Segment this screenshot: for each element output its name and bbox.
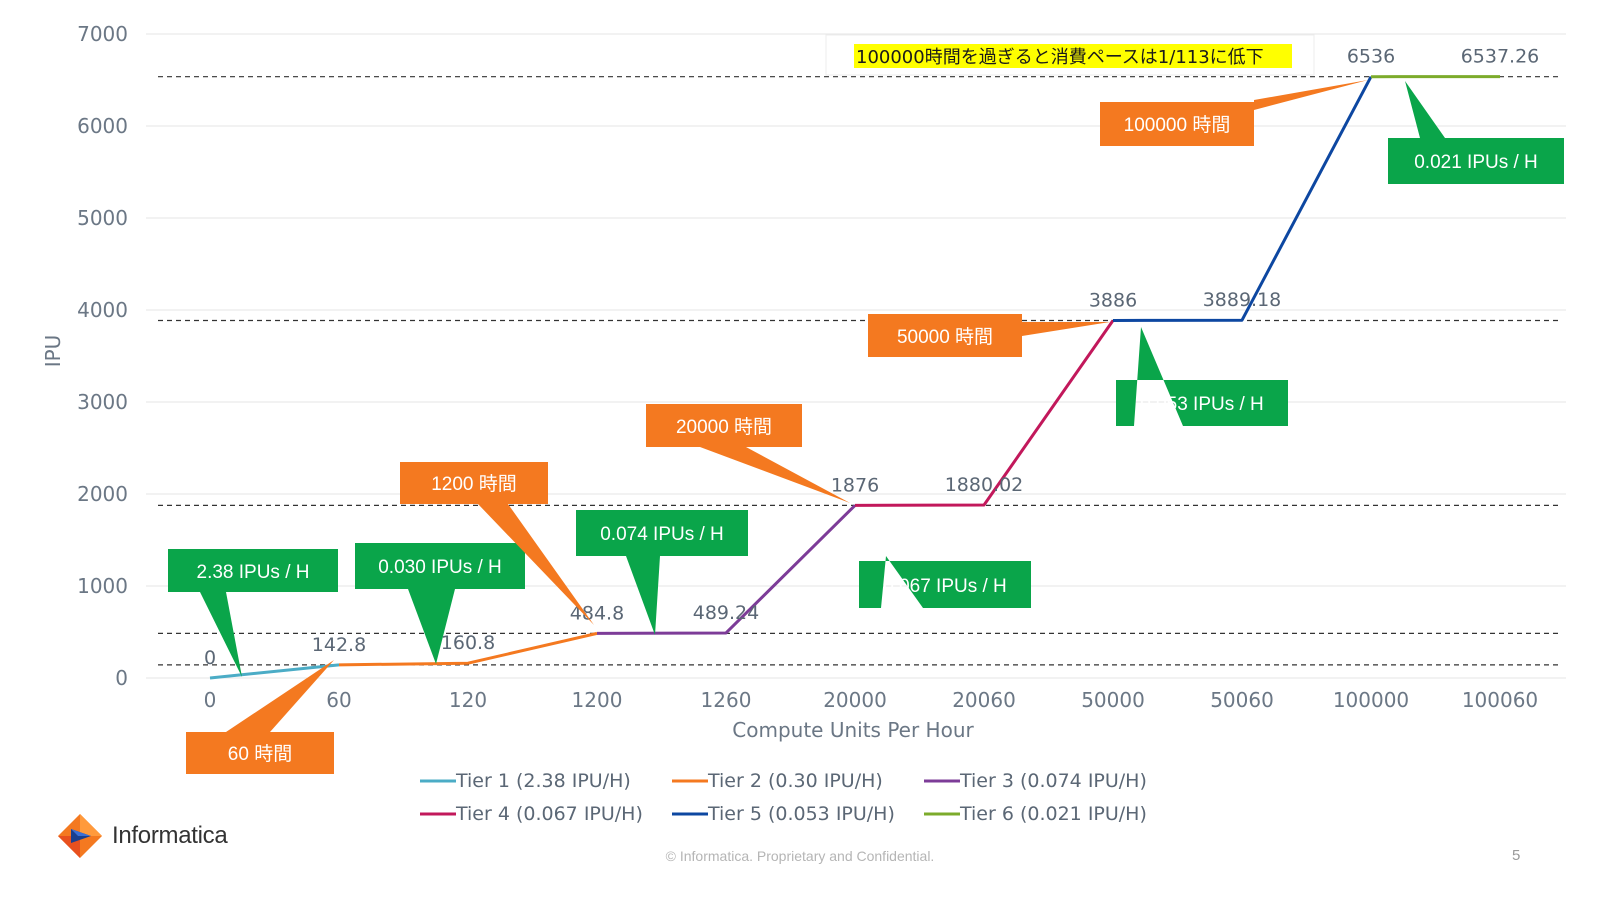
y-tick-label: 2000	[77, 482, 128, 506]
informatica-logo: Informatica	[56, 812, 228, 860]
data-label: 3889.18	[1203, 289, 1282, 311]
series-line	[1112, 75, 1373, 322]
x-tick-label: 100060	[1462, 688, 1538, 712]
y-tick-label: 0	[115, 666, 128, 690]
y-axis-ticks: 0 1000 2000 3000 4000 5000 6000 7000	[77, 22, 128, 690]
hour-callout-text: 50000 時間	[897, 326, 993, 348]
legend-label: Tier 6 (0.021 IPU/H)	[959, 803, 1147, 825]
x-tick-label: 1260	[701, 688, 752, 712]
x-tick-label: 60	[326, 688, 351, 712]
hour-callout-text: 20000 時間	[676, 416, 772, 438]
banner-highlight	[854, 44, 1292, 68]
data-label: 0	[204, 647, 216, 669]
series-line	[596, 504, 857, 635]
rate-callout-text: 0.067 IPUs / H	[883, 576, 1007, 597]
hour-callout-text: 60 時間	[228, 743, 292, 765]
data-label: 160.8	[441, 632, 495, 654]
data-label: 1880.02	[945, 474, 1024, 496]
legend-label: Tier 3 (0.074 IPU/H)	[959, 770, 1147, 792]
rate-callout-text: 2.38 IPUs / H	[197, 562, 310, 583]
hour-callout-text: 1200 時間	[431, 473, 517, 495]
y-axis-title: IPU	[41, 335, 65, 368]
legend-label: Tier 2 (0.30 IPU/H)	[707, 770, 883, 792]
x-axis-ticks: 0 60 120 1200 1260 20000 20060 50000 50060 100000…	[204, 688, 1539, 712]
rate-callout: 0.030 IPUs / H	[355, 543, 525, 664]
x-tick-label: 20000	[823, 688, 887, 712]
data-label: 489.24	[693, 602, 759, 624]
hour-callout: 50000 時間	[868, 314, 1110, 357]
rate-callout: 0.074 IPUs / H	[576, 510, 748, 635]
x-tick-label: 100000	[1333, 688, 1409, 712]
series-line	[209, 663, 340, 680]
data-label: 142.8	[312, 634, 366, 656]
banner-text: 100000時間を過ぎると消費ペースは1/113に低下	[856, 47, 1264, 68]
series-lines	[209, 75, 1501, 680]
logo-icon	[58, 814, 102, 858]
legend-label: Tier 1 (2.38 IPU/H)	[455, 770, 631, 792]
legend: Tier 1 (2.38 IPU/H) Tier 2 (0.30 IPU/H) Ti…	[420, 770, 1147, 825]
rate-callout: 0.067 IPUs / H	[859, 556, 1031, 608]
rate-callout: 0.053 IPUs / H	[1116, 327, 1288, 426]
rate-callout-text: 0.074 IPUs / H	[600, 524, 724, 545]
callouts: 2.38 IPUs / H 0.030 IPUs / H 0.074 IPUs …	[168, 80, 1564, 774]
x-tick-label: 0	[204, 688, 217, 712]
rate-callout-text: 0.021 IPUs / H	[1414, 152, 1538, 173]
y-tick-label: 1000	[77, 574, 128, 598]
x-tick-label: 120	[449, 688, 487, 712]
x-axis-title: Compute Units Per Hour	[732, 718, 974, 742]
legend-label: Tier 4 (0.067 IPU/H)	[455, 803, 643, 825]
hour-callout: 20000 時間	[646, 404, 850, 503]
copyright-footer: © Informatica. Proprietary and Confident…	[665, 848, 935, 864]
rate-callout-text: 0.053 IPUs / H	[1140, 394, 1264, 415]
data-label: 6537.26	[1461, 46, 1540, 68]
x-tick-label: 20060	[952, 688, 1016, 712]
hour-callout: 1200 時間	[400, 462, 594, 625]
rate-callout: 0.021 IPUs / H	[1388, 81, 1564, 184]
rate-callout: 2.38 IPUs / H	[168, 549, 338, 677]
hour-callout: 100000 時間	[1100, 80, 1368, 146]
legend-label: Tier 5 (0.053 IPU/H)	[707, 803, 895, 825]
page-number: 5	[1512, 847, 1521, 864]
y-tick-label: 7000	[77, 22, 128, 46]
hour-callout: 60 時間	[186, 660, 334, 774]
data-label: 6536	[1347, 46, 1395, 68]
y-tick-label: 3000	[77, 390, 128, 414]
y-tick-label: 4000	[77, 298, 128, 322]
data-labels: 0 142.8 160.8 484.8 489.24 1876 1880.02 3886 388…	[204, 46, 1539, 669]
x-tick-label: 1200	[572, 688, 623, 712]
banner-annotation: 100000時間を過ぎると消費ペースは1/113に低下	[825, 34, 1315, 76]
series-line	[854, 319, 1115, 507]
data-label: 1876	[831, 474, 879, 496]
rate-callout-text: 0.030 IPUs / H	[378, 557, 502, 578]
logo-text: Informatica	[112, 822, 228, 849]
x-tick-label: 50000	[1081, 688, 1145, 712]
hour-callout-text: 100000 時間	[1124, 114, 1231, 136]
data-label: 484.8	[570, 602, 624, 624]
y-tick-label: 6000	[77, 114, 128, 138]
data-label: 3886	[1089, 289, 1137, 311]
x-tick-label: 50060	[1210, 688, 1274, 712]
series-line	[338, 631, 598, 667]
y-tick-label: 5000	[77, 206, 128, 230]
